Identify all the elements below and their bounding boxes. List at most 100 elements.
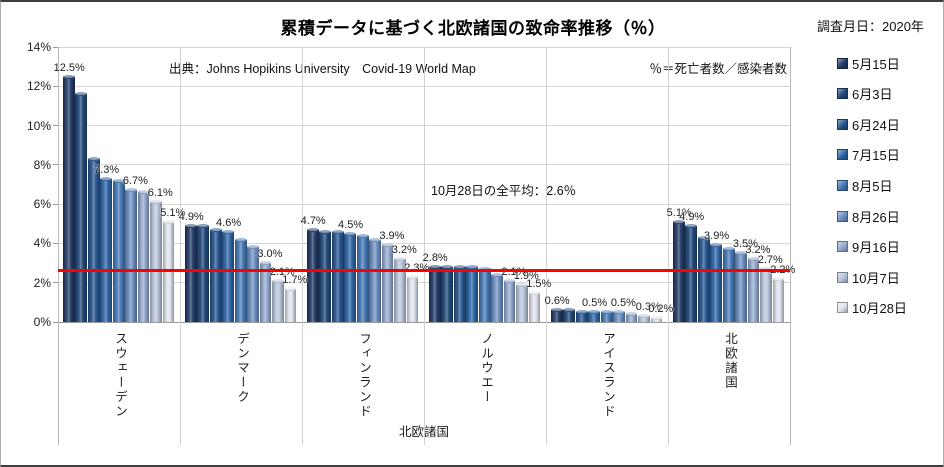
bar [491, 272, 503, 322]
y-tick-mark [53, 164, 58, 166]
legend-marker-icon [837, 210, 848, 222]
bar [697, 235, 710, 322]
bar-top-cap [381, 243, 394, 248]
bar [125, 188, 137, 322]
legend-item: 8月26日 [837, 209, 900, 225]
bar-top-cap [247, 245, 259, 250]
plot-right-border [790, 47, 791, 445]
data-label: 0.2% [648, 303, 674, 316]
legend-item: 6月3日 [837, 87, 892, 102]
y-tick-mark [53, 282, 58, 284]
bar [112, 178, 125, 322]
legend-marker-icon [837, 149, 848, 161]
bar [222, 229, 235, 322]
y-tick-label: 2% [33, 275, 51, 290]
legend: 調査月日：2020年 5月15日 6月3日 6月24日 7月15日 8月5日 8月26日 9… [817, 16, 943, 316]
average-note: 10月28日の全平均：2.6％ [431, 184, 577, 198]
bar-top-cap [272, 278, 284, 283]
category-label: フィンランド [357, 332, 371, 419]
bar-top-cap [685, 223, 698, 228]
category-label: デンマーク [235, 332, 249, 405]
bar [613, 310, 625, 322]
y-tick-mark [53, 125, 58, 127]
bar-top-cap [600, 310, 613, 315]
data-label: 1.5% [526, 277, 552, 290]
legend-marker-icon [837, 302, 848, 314]
data-label: 4.7% [300, 214, 326, 227]
bar [453, 265, 466, 322]
bar-top-cap [87, 157, 100, 161]
bar-top-cap [760, 267, 772, 271]
bar [185, 223, 197, 323]
data-label: 3.9% [704, 230, 730, 243]
y-tick-mark [53, 85, 58, 87]
bar [406, 274, 419, 322]
bar [575, 310, 588, 322]
data-label: 3.9% [379, 230, 405, 243]
bar-top-cap [307, 227, 319, 232]
bar [466, 265, 479, 322]
bar-top-cap [185, 223, 197, 228]
bar [441, 265, 454, 322]
data-label: 5.1% [160, 206, 186, 219]
y-tick-label: 14% [26, 40, 51, 54]
data-label: 0.3% [635, 301, 661, 314]
category-label: スウェーデン [113, 332, 127, 419]
legend-label: 6月24日 [852, 117, 900, 133]
y-tick-mark [53, 242, 58, 244]
bar [516, 282, 528, 322]
bar [272, 278, 284, 323]
legend-item: 9月16日 [837, 240, 900, 255]
bar [87, 157, 100, 322]
y-tick-mark [53, 321, 58, 323]
bar-top-cap [197, 223, 210, 228]
legend-marker-icon [837, 57, 848, 69]
category-label: 北欧諸国 [723, 332, 737, 390]
bar-top-cap [369, 237, 381, 242]
data-label: 1.9% [513, 269, 539, 282]
bar-top-cap [453, 265, 466, 269]
bar [319, 229, 332, 322]
bar-top-cap [563, 308, 576, 313]
bar-top-cap [638, 314, 650, 319]
legend-label: 7月15日 [852, 148, 900, 164]
bar [429, 265, 441, 322]
average-line [58, 269, 790, 273]
bar [331, 229, 344, 322]
legend-item: 5月15日 [837, 56, 900, 72]
bar [197, 223, 210, 323]
data-label: 2.8% [422, 252, 448, 264]
bar-top-cap [234, 237, 247, 242]
data-label: 4.9% [679, 210, 705, 223]
y-tick-label: 6% [33, 197, 51, 212]
bar [234, 237, 247, 322]
y-tick-label: 12% [26, 79, 51, 94]
data-label: 12.5% [53, 61, 85, 74]
bar [625, 312, 638, 322]
legend-label: 10月28日 [852, 301, 907, 317]
bar-top-cap [491, 272, 503, 277]
bar [772, 276, 785, 322]
bar-top-cap [429, 265, 441, 269]
source-note: 出典：Johns Hopikins University Covid-19 Wo… [169, 62, 476, 76]
group-separator [546, 47, 547, 445]
group-separator [424, 47, 425, 445]
legend-marker-icon [837, 179, 848, 191]
bar-top-cap [284, 286, 297, 291]
bar-top-cap [137, 190, 150, 195]
data-label: 0.5% [582, 297, 608, 310]
bar [137, 190, 150, 322]
data-label: 0.5% [610, 297, 636, 310]
bar-top-cap [406, 274, 419, 279]
y-tick-label: 8% [33, 157, 51, 172]
group-separator [302, 47, 303, 445]
bar [685, 223, 698, 323]
data-label: 3.2% [745, 244, 771, 257]
bar-top-cap [344, 231, 357, 236]
data-label: 4.5% [338, 218, 364, 231]
y-tick-mark [53, 46, 58, 48]
y-axis-line [58, 47, 59, 445]
bar [650, 316, 663, 322]
bar [528, 290, 541, 322]
chart-title: 累積データに基づく北欧諸国の致命率推移（％） [280, 19, 666, 38]
